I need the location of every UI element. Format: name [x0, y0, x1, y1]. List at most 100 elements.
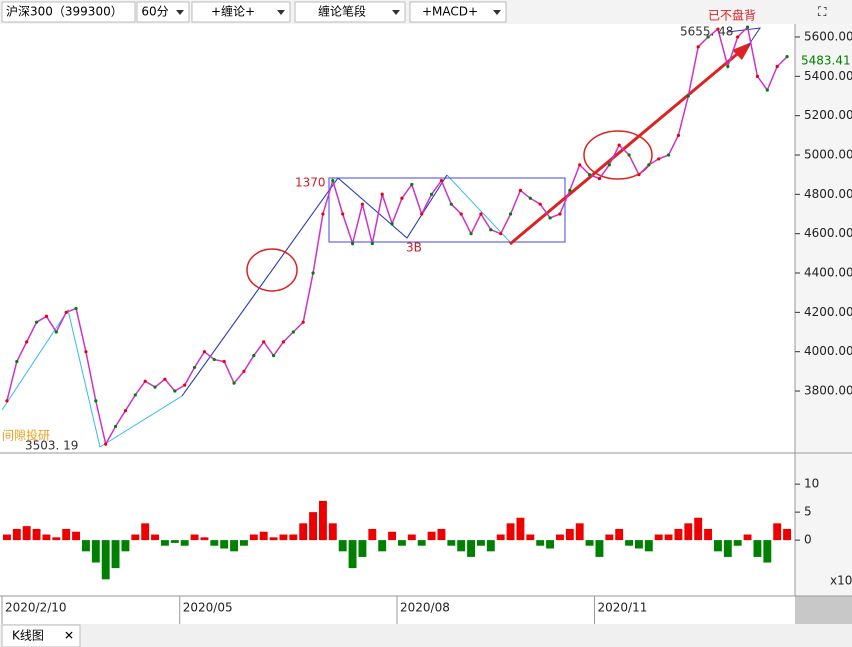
macd-bar	[555, 534, 564, 541]
macd-bar	[713, 540, 722, 552]
macd-bar	[585, 540, 594, 546]
macd-bar	[220, 540, 229, 549]
macd-bar	[309, 512, 318, 541]
price-point	[311, 271, 315, 275]
macd-bar	[42, 534, 51, 541]
macd-bar	[526, 534, 535, 541]
price-point	[538, 202, 542, 206]
price-point	[202, 350, 207, 354]
fullscreen[interactable]: ⛶	[817, 5, 827, 19]
toolbar-button[interactable]	[409, 1, 507, 23]
price-point	[34, 320, 39, 324]
price-point	[94, 399, 98, 403]
macd-bar	[378, 540, 387, 552]
toolbar-label: +MACD+	[422, 5, 478, 19]
price-point	[716, 27, 720, 31]
price-point	[232, 381, 236, 385]
macd-bar	[289, 534, 298, 541]
price-point	[607, 163, 611, 167]
segment-line	[337, 174, 448, 239]
x-tick-label: 2020/05	[183, 601, 233, 615]
price-point	[657, 157, 661, 161]
macd-bar	[407, 534, 416, 541]
axis-bg	[795, 24, 852, 624]
macd-bar	[506, 523, 515, 541]
annotation: 3B	[406, 241, 422, 255]
arrow	[509, 48, 743, 246]
toolbar-button[interactable]	[294, 1, 406, 23]
dropdown-arrow	[176, 10, 184, 15]
macd-bar	[239, 540, 248, 546]
macd-bar	[368, 528, 377, 541]
price-point	[647, 163, 651, 167]
price-point	[745, 25, 750, 29]
price-point	[410, 182, 414, 187]
price-point	[400, 196, 404, 200]
toolbar-label: 沪深300（399300）	[6, 5, 123, 19]
drawings	[1, 27, 762, 448]
macd-bar	[141, 523, 150, 541]
price-point	[568, 188, 572, 193]
macd-bar	[101, 540, 110, 580]
dropdown-arrow	[277, 10, 285, 15]
macd-bar	[279, 534, 288, 541]
macd-bar	[388, 531, 397, 541]
price-point	[84, 350, 88, 354]
macd-bar	[358, 540, 367, 557]
toolbar-button[interactable]	[136, 1, 190, 23]
macd-bar	[417, 540, 426, 546]
price-point	[123, 409, 128, 413]
macd-bar	[447, 540, 456, 546]
price-point	[242, 369, 246, 373]
macd-bar	[654, 534, 663, 541]
arrow-head	[732, 42, 752, 60]
price-point	[755, 74, 760, 78]
pivot-box	[328, 177, 566, 243]
macd-bar	[536, 540, 545, 546]
price-point	[597, 176, 602, 181]
macd-bar	[694, 517, 703, 541]
macd-bar	[753, 540, 762, 557]
price-point	[587, 173, 592, 177]
price-point	[696, 45, 700, 49]
price-point	[666, 153, 671, 157]
macd-bar	[62, 528, 71, 541]
annotation: 已不盘背	[708, 8, 756, 23]
macd-bar	[210, 540, 219, 546]
price-point	[429, 192, 434, 196]
price-point	[617, 143, 621, 147]
toolbar-button[interactable]	[191, 1, 291, 23]
toolbar-button[interactable]	[1, 1, 136, 23]
y-tick-label: 5000.00	[804, 147, 852, 161]
macd-bar	[190, 534, 199, 541]
macd-bar	[81, 540, 90, 552]
price-point	[459, 212, 463, 216]
price-point	[558, 212, 562, 216]
price-point	[627, 153, 631, 157]
macd-bar	[2, 534, 11, 541]
macd-bar	[565, 528, 574, 541]
price-point	[380, 192, 384, 196]
macd-bar	[605, 534, 614, 541]
macd-bar	[476, 540, 485, 546]
macd-bar	[575, 523, 584, 541]
macd-bar	[91, 540, 100, 563]
macd-bar	[486, 540, 495, 552]
y-tick-label: 4000.00	[804, 344, 852, 358]
price-point	[469, 232, 473, 236]
price-point	[183, 383, 187, 387]
price-point	[370, 241, 374, 246]
macd-bar	[397, 540, 406, 546]
macd-bar	[259, 531, 268, 541]
macd-bar	[773, 523, 782, 541]
tab-close[interactable]: ✕	[64, 629, 74, 643]
price-point	[726, 64, 730, 69]
price-point	[212, 357, 216, 362]
macd-bar	[72, 531, 81, 541]
macd-bar	[684, 523, 693, 541]
y-tick-label: 5600.00	[804, 29, 852, 43]
macd-bar	[664, 534, 673, 541]
y-tick-label: 4800.00	[804, 187, 852, 201]
tab[interactable]	[1, 624, 81, 647]
price-point	[578, 163, 582, 167]
